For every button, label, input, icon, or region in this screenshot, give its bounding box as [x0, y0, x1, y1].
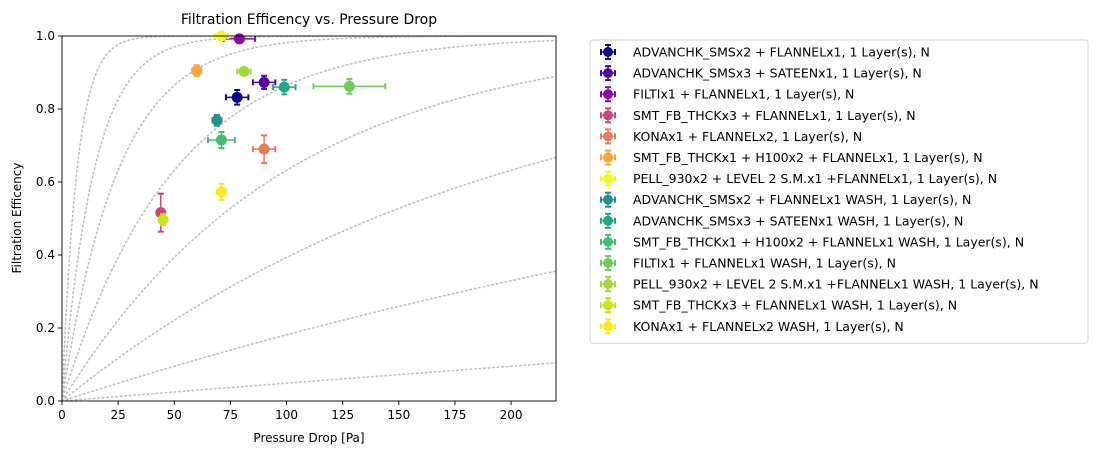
data-point[interactable]: [206, 130, 236, 150]
data-point[interactable]: [211, 113, 223, 127]
data-point[interactable]: [157, 213, 169, 227]
legend-item[interactable]: SMT_FB_THCKx3 + FLANNELx1 WASH, 1 Layer(…: [600, 297, 957, 314]
x-tick-label: 125: [331, 408, 354, 422]
reference-curve: [62, 39, 556, 401]
point-marker[interactable]: [231, 91, 243, 103]
reference-curves: [62, 36, 556, 401]
point-marker[interactable]: [343, 80, 355, 92]
x-tick-label: 0: [58, 408, 66, 422]
data-point[interactable]: [251, 74, 277, 90]
y-axis-label: Filtration Efficency: [10, 163, 24, 274]
reference-curve: [62, 75, 556, 401]
point-marker[interactable]: [157, 214, 169, 226]
legend-item[interactable]: FILTIx1 + FLANNELx1, 1 Layer(s), N: [600, 86, 854, 103]
plot-frame: [61, 35, 557, 402]
legend-item[interactable]: SMT_FB_THCKx1 + H100x2 + FLANNELx1, 1 La…: [600, 149, 983, 166]
x-tick-label: 25: [110, 408, 125, 422]
legend-box: [589, 39, 1089, 344]
y-tick-label: 0.4: [36, 248, 55, 262]
reference-curve: [62, 156, 556, 401]
chart-title: Filtration Efficency vs. Pressure Drop: [181, 12, 437, 28]
data-point[interactable]: [312, 78, 387, 95]
legend-label: ADVANCHK_SMSx2 + FLANNELx1, 1 Layer(s), …: [633, 45, 930, 60]
legend-marker: [603, 236, 613, 247]
legend-marker: [603, 152, 613, 163]
point-marker[interactable]: [233, 33, 245, 45]
data-point[interactable]: [272, 78, 297, 96]
y-tick-label: 0.2: [36, 321, 55, 335]
x-tick-label: 50: [167, 408, 182, 422]
y-tick-label: 0.6: [36, 175, 55, 189]
legend-marker: [603, 321, 613, 332]
legend-marker: [603, 300, 613, 311]
legend-item[interactable]: PELL_930x2 + LEVEL 2 S.M.x1 +FLANNELx1, …: [600, 170, 997, 187]
data-point[interactable]: [236, 65, 252, 77]
legend-marker: [603, 258, 613, 268]
legend-item[interactable]: ADVANCHK_SMSx2 + FLANNELx1, 1 Layer(s), …: [600, 44, 930, 60]
data-point[interactable]: [224, 89, 250, 106]
point-marker[interactable]: [258, 143, 270, 155]
axes: 0 25 50 75 100 125 150 175 200 0.0 0.2 0.4 0.6 0.8 1.0: [36, 29, 557, 422]
reference-curve: [62, 36, 556, 401]
data-point[interactable]: [215, 182, 227, 201]
legend-marker: [603, 173, 613, 184]
legend-label: SMT_FB_THCKx3 + FLANNELx1, 1 Layer(s), N: [633, 108, 916, 123]
legend-label: PELL_930x2 + LEVEL 2 S.M.x1 +FLANNELx1 W…: [633, 277, 1039, 292]
reference-curve: [62, 270, 556, 401]
legend-label: SMT_FB_THCKx1 + H100x2 + FLANNELx1, 1 La…: [633, 150, 983, 165]
legend-marker: [603, 131, 613, 142]
point-marker[interactable]: [215, 134, 227, 146]
legend-label: ADVANCHK_SMSx2 + FLANNELx1 WASH, 1 Layer…: [633, 192, 971, 207]
legend-label: FILTIx1 + FLANNELx1 WASH, 1 Layer(s), N: [633, 256, 896, 271]
legend-label: SMT_FB_THCKx1 + H100x2 + FLANNELx1 WASH,…: [633, 234, 1024, 249]
y-tick-label: 1.0: [36, 29, 55, 43]
point-marker[interactable]: [258, 76, 270, 88]
legend-item[interactable]: KONAx1 + FLANNELx2, 1 Layer(s), N: [600, 128, 862, 145]
data-points: [155, 30, 387, 233]
legend-item[interactable]: SMT_FB_THCKx1 + H100x2 + FLANNELx1 WASH,…: [600, 233, 1024, 250]
legend-label: KONAx1 + FLANNELx2 WASH, 1 Layer(s), N: [633, 319, 904, 334]
x-tick-label: 175: [444, 408, 467, 422]
legend[interactable]: ADVANCHK_SMSx2 + FLANNELx1, 1 Layer(s), …: [589, 39, 1089, 344]
x-tick-label: 200: [500, 408, 523, 422]
legend-marker: [603, 89, 613, 100]
y-tick-label: 0.8: [36, 102, 55, 116]
legend-item[interactable]: ADVANCHK_SMSx2 + FLANNELx1 WASH, 1 Layer…: [600, 191, 971, 208]
x-tick-label: 150: [387, 408, 410, 422]
legend-marker: [603, 47, 613, 57]
legend-item[interactable]: SMT_FB_THCKx3 + FLANNELx1, 1 Layer(s), N: [600, 107, 916, 124]
legend-item[interactable]: FILTIx1 + FLANNELx1 WASH, 1 Layer(s), N: [600, 255, 896, 271]
legend-marker: [603, 215, 613, 226]
data-point[interactable]: [191, 64, 203, 78]
reference-curve: [62, 36, 556, 401]
point-marker[interactable]: [215, 186, 227, 198]
legend-marker: [603, 194, 613, 205]
x-axis-label: Pressure Drop [Pa]: [253, 431, 364, 445]
legend-item[interactable]: ADVANCHK_SMSx3 + SATEENx1, 1 Layer(s), N: [600, 65, 922, 82]
data-point[interactable]: [251, 134, 277, 165]
legend-label: PELL_930x2 + LEVEL 2 S.M.x1 +FLANNELx1, …: [633, 171, 997, 186]
reference-curve: [62, 362, 556, 401]
legend-marker: [603, 68, 613, 79]
reference-curve: [62, 36, 556, 401]
point-marker[interactable]: [191, 65, 203, 77]
legend-label: ADVANCHK_SMSx3 + SATEENx1, 1 Layer(s), N: [633, 66, 922, 81]
legend-marker: [603, 110, 613, 121]
legend-item[interactable]: PELL_930x2 + LEVEL 2 S.M.x1 +FLANNELx1 W…: [600, 276, 1039, 293]
legend-label: FILTIx1 + FLANNELx1, 1 Layer(s), N: [633, 87, 854, 102]
point-marker[interactable]: [278, 81, 290, 93]
point-marker[interactable]: [211, 114, 223, 126]
legend-item[interactable]: KONAx1 + FLANNELx2 WASH, 1 Layer(s), N: [600, 318, 904, 335]
legend-label: KONAx1 + FLANNELx2, 1 Layer(s), N: [633, 129, 862, 144]
point-marker[interactable]: [238, 65, 250, 77]
legend-marker: [603, 279, 613, 290]
legend-label: SMT_FB_THCKx3 + FLANNELx1 WASH, 1 Layer(…: [633, 298, 957, 313]
legend-item[interactable]: ADVANCHK_SMSx3 + SATEENx1 WASH, 1 Layer(…: [600, 212, 963, 229]
x-tick-label: 75: [223, 408, 238, 422]
legend-label: ADVANCHK_SMSx3 + SATEENx1 WASH, 1 Layer(…: [633, 213, 963, 228]
y-tick-label: 0.0: [36, 394, 55, 408]
x-tick-label: 100: [275, 408, 298, 422]
